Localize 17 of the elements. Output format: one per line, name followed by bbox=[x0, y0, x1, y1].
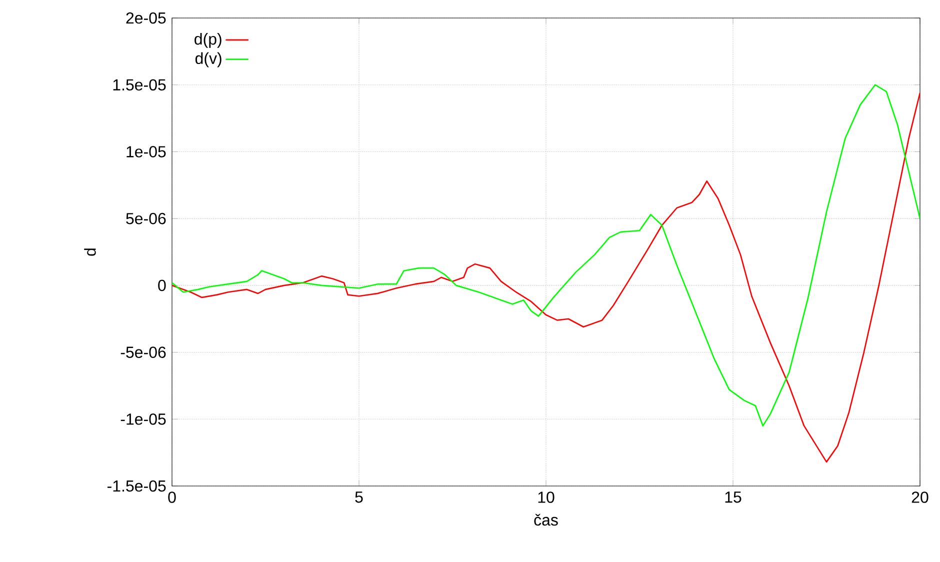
y-tick-label: 0 bbox=[158, 280, 166, 292]
y-tick-label: -1e-05 bbox=[120, 413, 166, 425]
y-tick-label: 5e-06 bbox=[126, 212, 166, 224]
y-tick-label: 2e-05 bbox=[126, 12, 166, 24]
y-tick-label: -1.5e-05 bbox=[108, 480, 166, 492]
y-tick-label: 1e-05 bbox=[126, 146, 166, 158]
y-tick-label: -5e-06 bbox=[120, 346, 166, 358]
legend-label: d(p) bbox=[194, 32, 222, 48]
x-axis-title: čas bbox=[534, 514, 558, 526]
x-tick-label: 10 bbox=[538, 492, 554, 503]
y-axis-title: d bbox=[84, 248, 96, 256]
x-tick-label: 0 bbox=[168, 492, 176, 503]
x-tick-label: 15 bbox=[725, 492, 742, 503]
y-tick-label: 1.5e-05 bbox=[113, 79, 166, 91]
legend-label: d(v) bbox=[195, 52, 222, 68]
x-tick-label: 20 bbox=[912, 492, 928, 503]
x-tick-label: 5 bbox=[355, 492, 363, 503]
